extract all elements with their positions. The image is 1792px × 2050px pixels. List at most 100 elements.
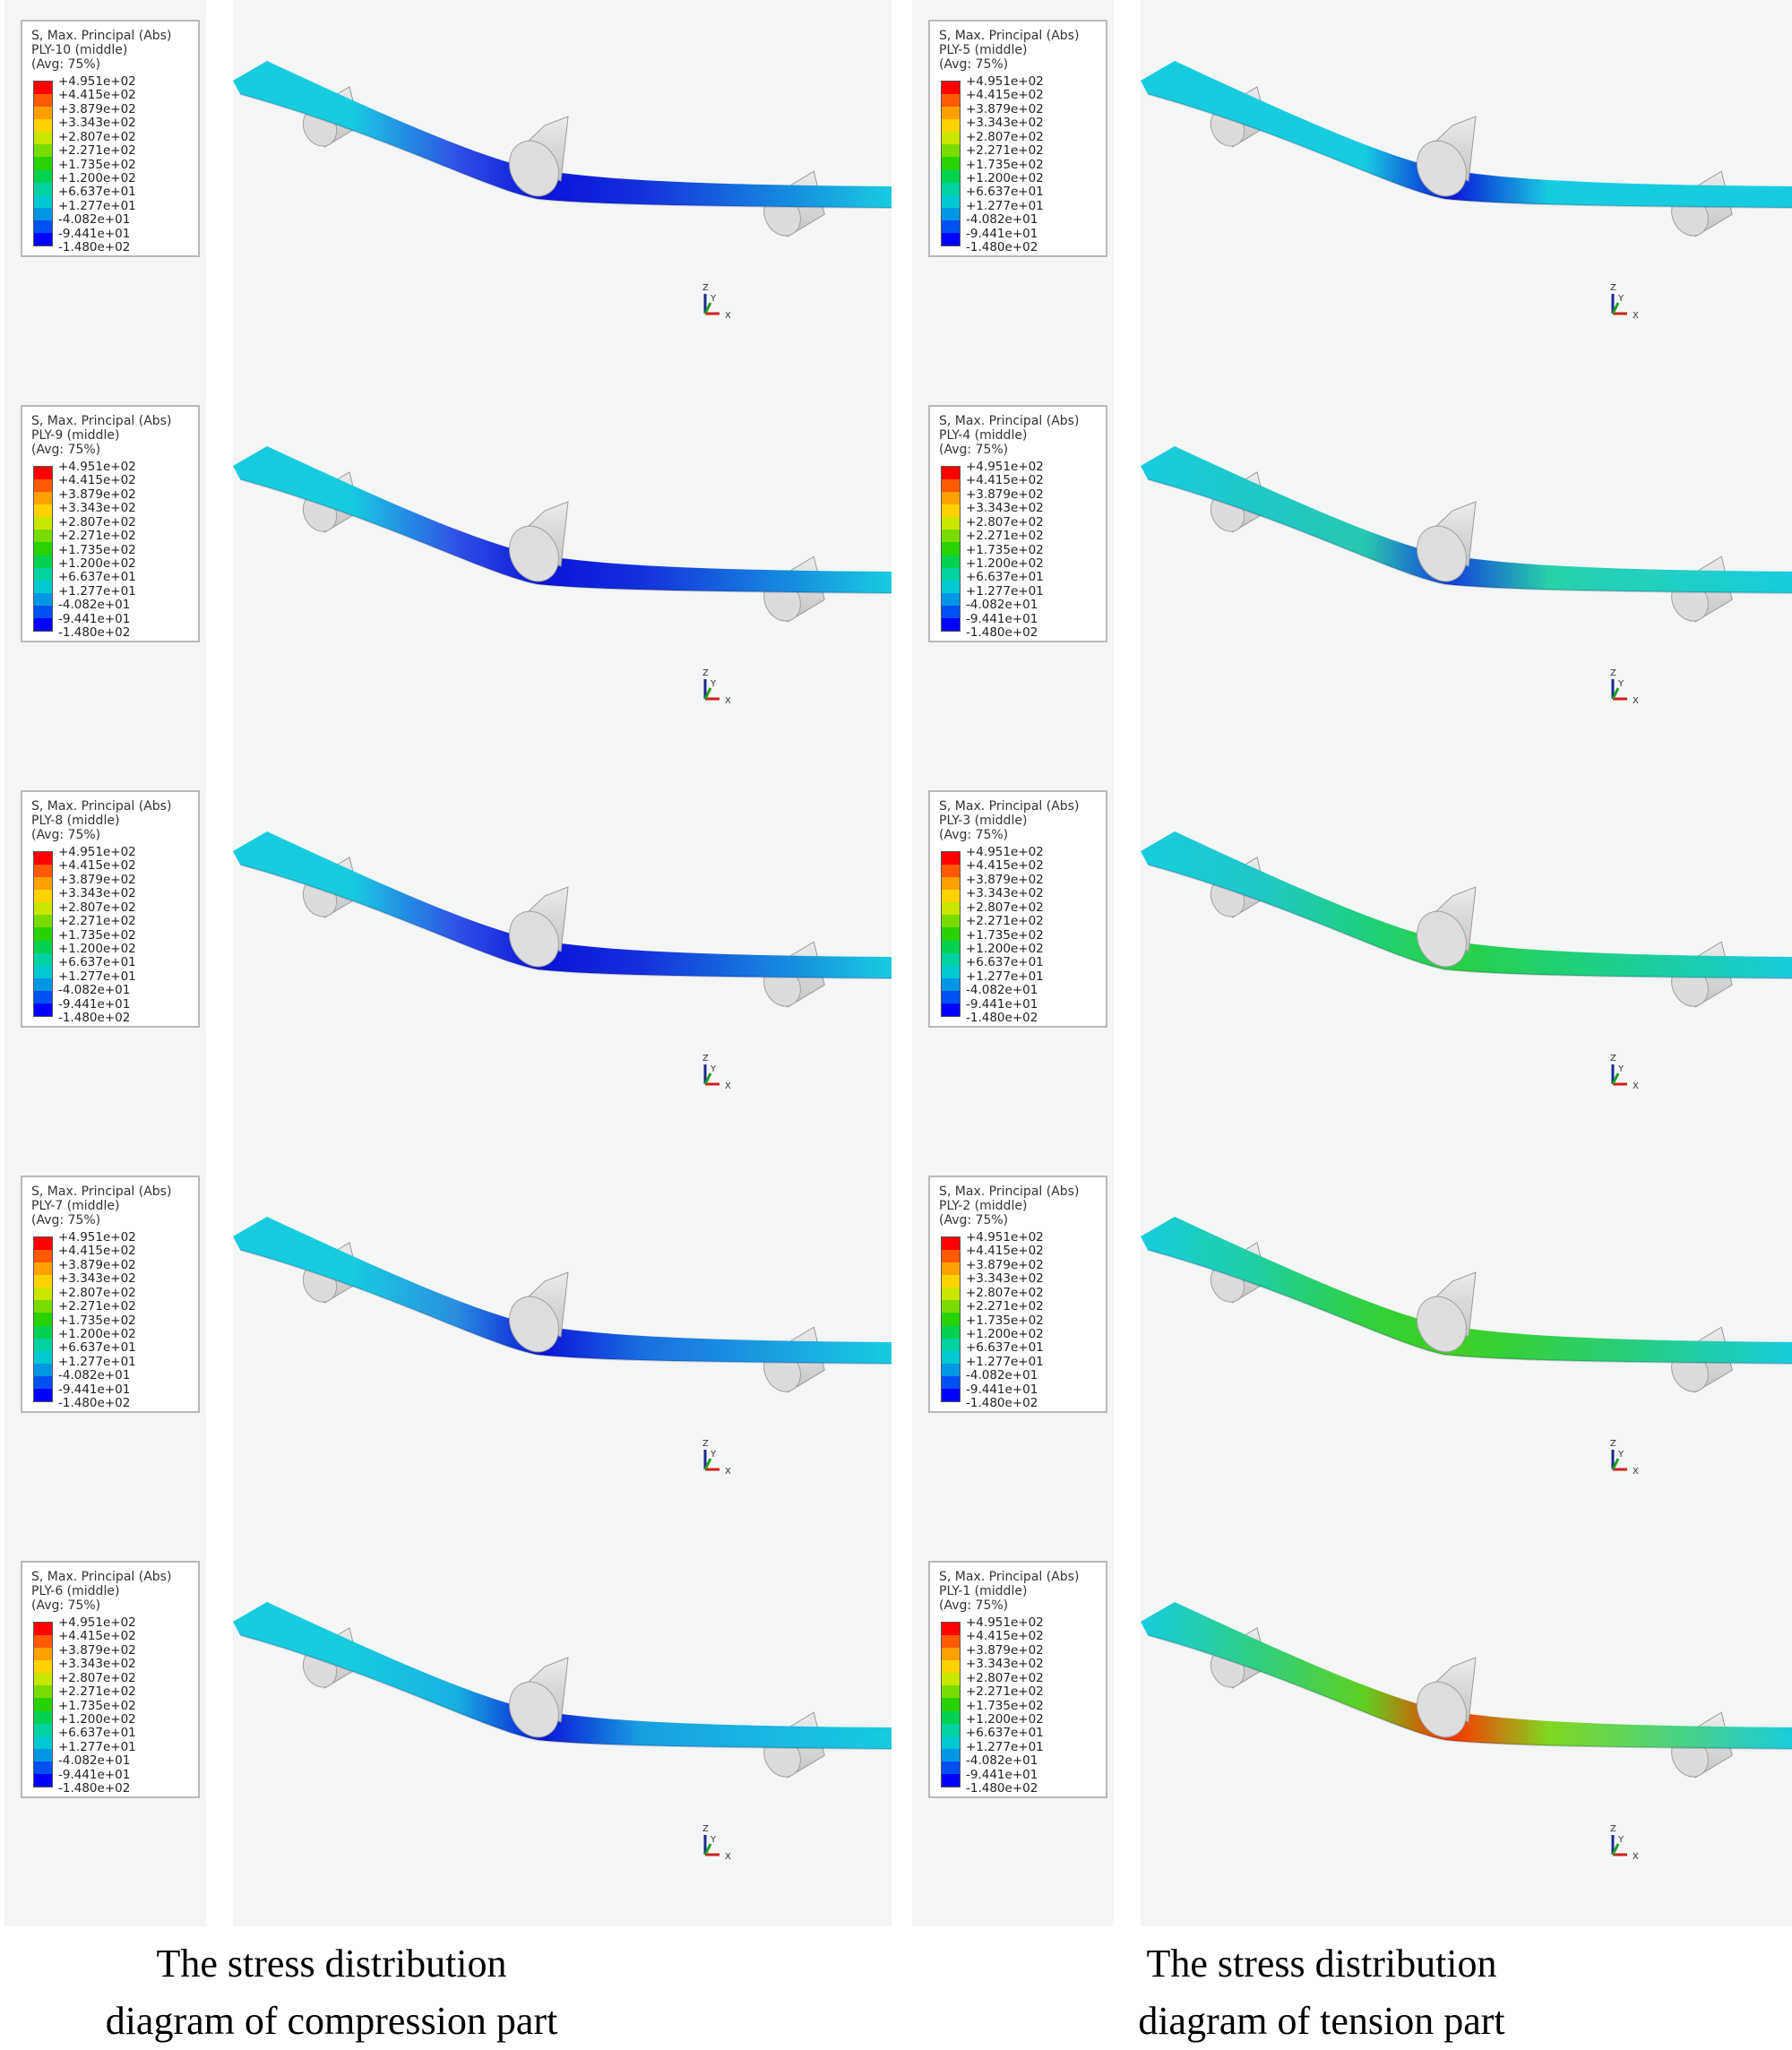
legend-tick-label: -1.480e+02 (58, 625, 131, 640)
legend-ticks: +4.951e+02 +4.415e+02 +3.879e+02 +3.343e+02… (58, 75, 197, 254)
axis-y-line (1611, 1843, 1620, 1856)
beam-edge (1147, 1249, 1792, 1365)
legend-swatch (34, 232, 52, 246)
legend-title-ply: PLY-10 (middle) (31, 43, 128, 57)
legend-swatch (34, 1673, 52, 1686)
legend-swatch (942, 1748, 960, 1761)
legend-swatch (942, 157, 960, 170)
laminate-beam (233, 1602, 892, 1749)
legend-tick-label: +6.637e+01 (966, 1340, 1044, 1356)
legend-title-ply: PLY-2 (middle) (939, 1199, 1028, 1213)
compression-column: S, Max. Principal (Abs) PLY-10 (middle) (A… (4, 0, 892, 1926)
legend-ticks: +4.951e+02 +4.415e+02 +3.879e+02 +3.343e+02… (58, 846, 197, 1024)
legend-tick-label: +2.271e+02 (58, 529, 136, 544)
legend-tick-label: +2.807e+02 (58, 129, 136, 144)
legend-tick-label: +4.415e+02 (966, 858, 1044, 874)
legend-swatch (942, 1635, 960, 1649)
legend-tick-label: +3.879e+02 (58, 101, 136, 116)
legend-tick-label: +1.200e+02 (58, 170, 136, 185)
legend-swatch (34, 1623, 52, 1636)
legend-tick-label: -1.480e+02 (966, 1011, 1038, 1025)
axis-x-label: X (1633, 696, 1639, 706)
beam-edge (239, 93, 892, 209)
legend-tick-label: +1.200e+02 (58, 1711, 136, 1727)
loading-roller (509, 1657, 569, 1738)
legend-tick-label: +3.343e+02 (58, 886, 136, 901)
axis-x-label: X (1633, 1852, 1639, 1862)
legend-tick-label: -4.082e+01 (58, 983, 131, 998)
legend-swatch (34, 617, 52, 632)
legend-tick-label: +2.271e+02 (966, 914, 1044, 929)
legend-tick-label: +1.735e+02 (966, 542, 1044, 557)
legend-tick-label: -1.480e+02 (966, 1781, 1038, 1796)
legend-color-bar (33, 466, 53, 632)
legend-swatch (34, 94, 52, 108)
fe-model-view: ZYX (1141, 831, 1792, 1091)
legend-tick-label: +1.277e+01 (58, 1739, 136, 1754)
fe-model-view: ZYX (1141, 61, 1792, 321)
legend-title-ply: PLY-6 (middle) (31, 1584, 120, 1598)
legend-tick-label: +4.415e+02 (966, 1629, 1044, 1644)
beam-edge (239, 478, 892, 594)
axis-y-label: Y (1617, 294, 1624, 304)
beam-edge (1147, 93, 1792, 209)
legend-title-avg: (Avg: 75%) (939, 57, 1009, 72)
roller-end-cap (1417, 910, 1467, 968)
fe-panel: S, Max. Principal (Abs) PLY-9 (middle) (Av… (4, 385, 892, 771)
legend-title-variable: S, Max. Principal (Abs) (31, 1184, 172, 1199)
legend-tick-label: +3.343e+02 (58, 1657, 136, 1672)
legend-tick-label: -4.082e+01 (58, 212, 131, 228)
legend-swatch (942, 1250, 960, 1263)
legend-tick-label: +6.637e+01 (966, 570, 1044, 585)
legend-swatch (942, 890, 960, 903)
legend-tick-label: -4.082e+01 (58, 1368, 131, 1383)
color-legend: S, Max. Principal (Abs) PLY-4 (middle) (Av… (928, 405, 1107, 642)
laminate-beam (233, 446, 892, 593)
color-legend: S, Max. Principal (Abs) PLY-5 (middle) (Av… (928, 20, 1107, 257)
legend-swatch (34, 144, 52, 158)
legend-swatch (34, 119, 52, 133)
fe-panel: S, Max. Principal (Abs) PLY-3 (middle) (Av… (912, 771, 1792, 1156)
legend-swatch (942, 567, 960, 581)
fe-panel: S, Max. Principal (Abs) PLY-7 (middle) (Av… (4, 1156, 892, 1541)
legend-tick-label: +6.637e+01 (966, 1726, 1044, 1741)
color-legend: S, Max. Principal (Abs) PLY-7 (middle) (Av… (21, 1176, 200, 1413)
legend-title-avg: (Avg: 75%) (31, 1213, 101, 1227)
legend-title-ply: PLY-7 (middle) (31, 1199, 120, 1213)
legend-title-variable: S, Max. Principal (Abs) (939, 1184, 1080, 1199)
legend-swatch (942, 182, 960, 195)
axis-y-line (703, 1843, 712, 1856)
legend-tick-label: +3.879e+02 (966, 487, 1044, 502)
legend-swatch (942, 1275, 960, 1288)
legend-tick-label: -1.480e+02 (966, 1396, 1038, 1410)
axis-y-line (1611, 1458, 1620, 1470)
legend-swatch (942, 1375, 960, 1389)
legend-swatch (34, 1723, 52, 1736)
legend-swatch (942, 492, 960, 505)
legend-tick-label: +1.735e+02 (58, 927, 136, 943)
legend-tick-label: +4.951e+02 (966, 1615, 1044, 1630)
legend-tick-label: +2.807e+02 (58, 1285, 136, 1300)
axis-triad: ZYX (702, 668, 731, 706)
legend-swatch (34, 1648, 52, 1661)
legend-tick-label: +3.343e+02 (966, 501, 1044, 516)
legend-swatch (34, 479, 52, 493)
fe-panel: S, Max. Principal (Abs) PLY-5 (middle) (Av… (912, 0, 1792, 385)
legend-tick-label: -9.441e+01 (58, 1767, 131, 1782)
legend-tick-label: +2.807e+02 (966, 1285, 1044, 1300)
legend-tick-label: +1.200e+02 (966, 1326, 1044, 1341)
legend-swatch (34, 1375, 52, 1389)
legend-swatch (942, 132, 960, 145)
legend-swatch (34, 194, 52, 208)
color-legend: S, Max. Principal (Abs) PLY-1 (middle) (Av… (928, 1561, 1107, 1798)
legend-tick-label: +4.415e+02 (58, 473, 136, 488)
legend-tick-label: +4.951e+02 (58, 1230, 136, 1245)
fe-panel: S, Max. Principal (Abs) PLY-10 (middle) (A… (4, 0, 892, 385)
legend-tick-label: +1.200e+02 (58, 941, 136, 956)
fe-model-view: ZYX (1141, 446, 1792, 706)
legend-swatch (942, 617, 960, 632)
legend-tick-label: +2.271e+02 (58, 914, 136, 929)
